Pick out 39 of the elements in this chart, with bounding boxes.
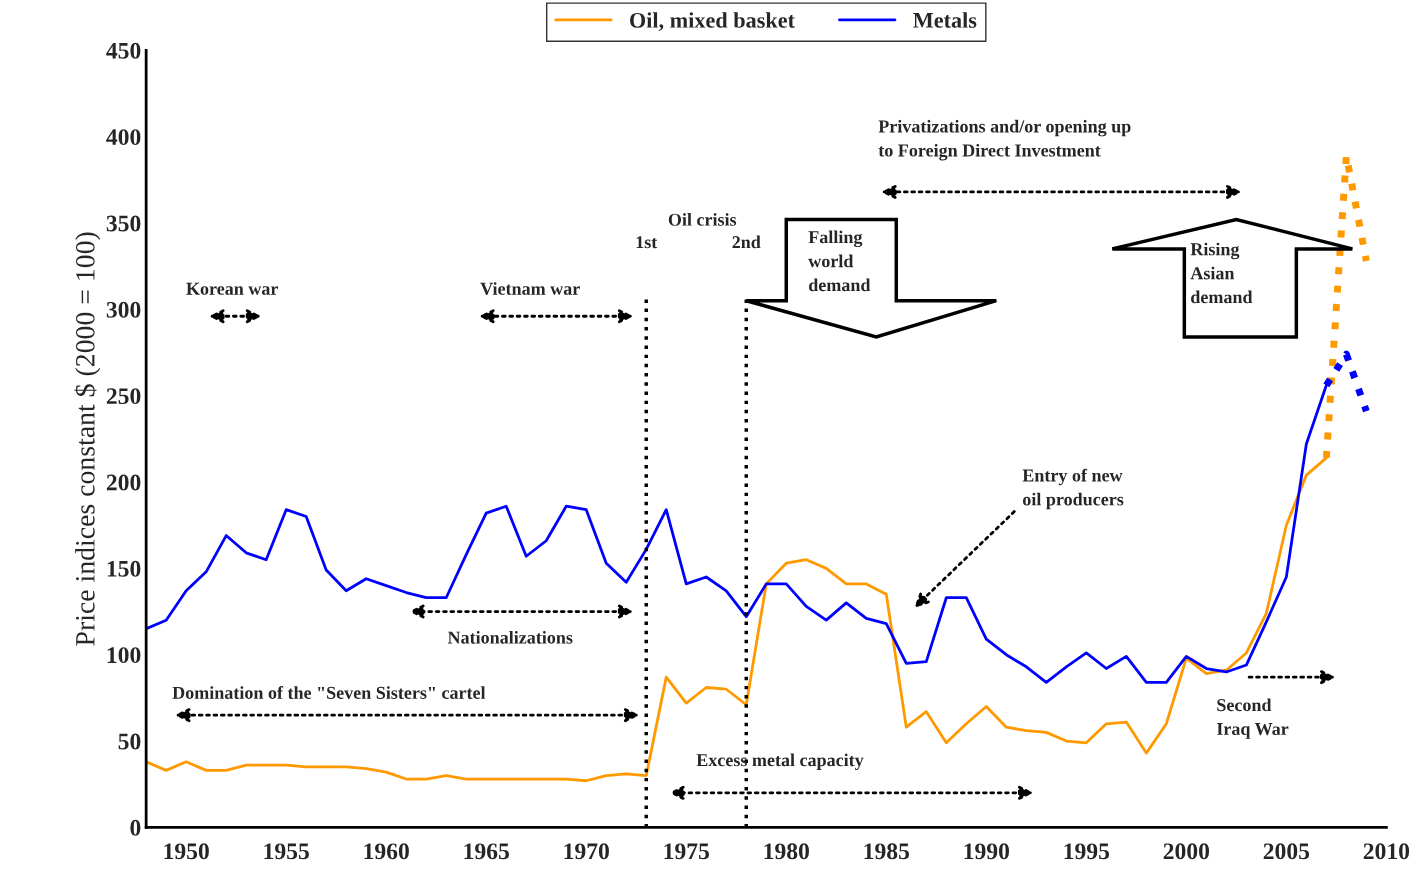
ref-line-label: 2nd xyxy=(732,235,761,249)
annotation: Oil crisis xyxy=(668,213,737,226)
annotation: Korean war xyxy=(186,282,279,295)
x-tick-label: 1990 xyxy=(964,843,1010,860)
x-tick-label: 1970 xyxy=(564,843,609,860)
y-tick-label: 350 xyxy=(106,215,141,232)
annotation: Domination of the "Seven Sisters" cartel xyxy=(172,686,486,699)
annotation: Excess metal capacity xyxy=(696,753,864,770)
x-tick-label: 1960 xyxy=(364,843,409,860)
x-tick-label: 1980 xyxy=(764,843,809,860)
y-tick-label: 300 xyxy=(106,301,141,318)
y-tick-label: 50 xyxy=(118,733,141,750)
annotation: Vietnam war xyxy=(480,282,580,295)
x-tick-label: 2000 xyxy=(1163,843,1210,860)
x-tick-label: 1995 xyxy=(1064,843,1110,860)
y-tick-label: 450 xyxy=(106,42,141,59)
x-tick-label: 2010 xyxy=(1363,843,1410,860)
annotation: Rising Asian demand xyxy=(1190,242,1253,304)
x-tick-label: 1950 xyxy=(164,843,209,860)
y-axis-title: Price indices constant $ (2000 = 100) xyxy=(74,232,101,646)
annotation: Nationalizations xyxy=(447,630,573,644)
annotation: Entry of new oil producers xyxy=(1022,468,1124,510)
y-tick-label: 150 xyxy=(107,560,141,577)
annotation: Falling world demand xyxy=(808,230,871,292)
y-tick-label: 0 xyxy=(130,819,141,836)
ref-line-label: 1st xyxy=(636,236,658,249)
x-tick-label: 1965 xyxy=(464,843,509,860)
annotation: Second Iraq War xyxy=(1216,698,1289,739)
x-tick-label: 1955 xyxy=(264,843,309,860)
legend-label: Metals xyxy=(913,12,977,28)
x-tick-label: 2005 xyxy=(1263,843,1310,860)
x-tick-label: 1975 xyxy=(664,843,709,860)
annotation: Privatizations and/or opening up to Foreign Direct Investment xyxy=(878,119,1131,161)
y-tick-label: 100 xyxy=(107,647,141,664)
y-tick-label: 200 xyxy=(106,474,141,491)
y-tick-label: 400 xyxy=(106,129,141,146)
x-tick-label: 1985 xyxy=(864,843,910,860)
legend-label: Oil, mixed basket xyxy=(630,12,795,32)
y-tick-label: 250 xyxy=(106,388,141,405)
